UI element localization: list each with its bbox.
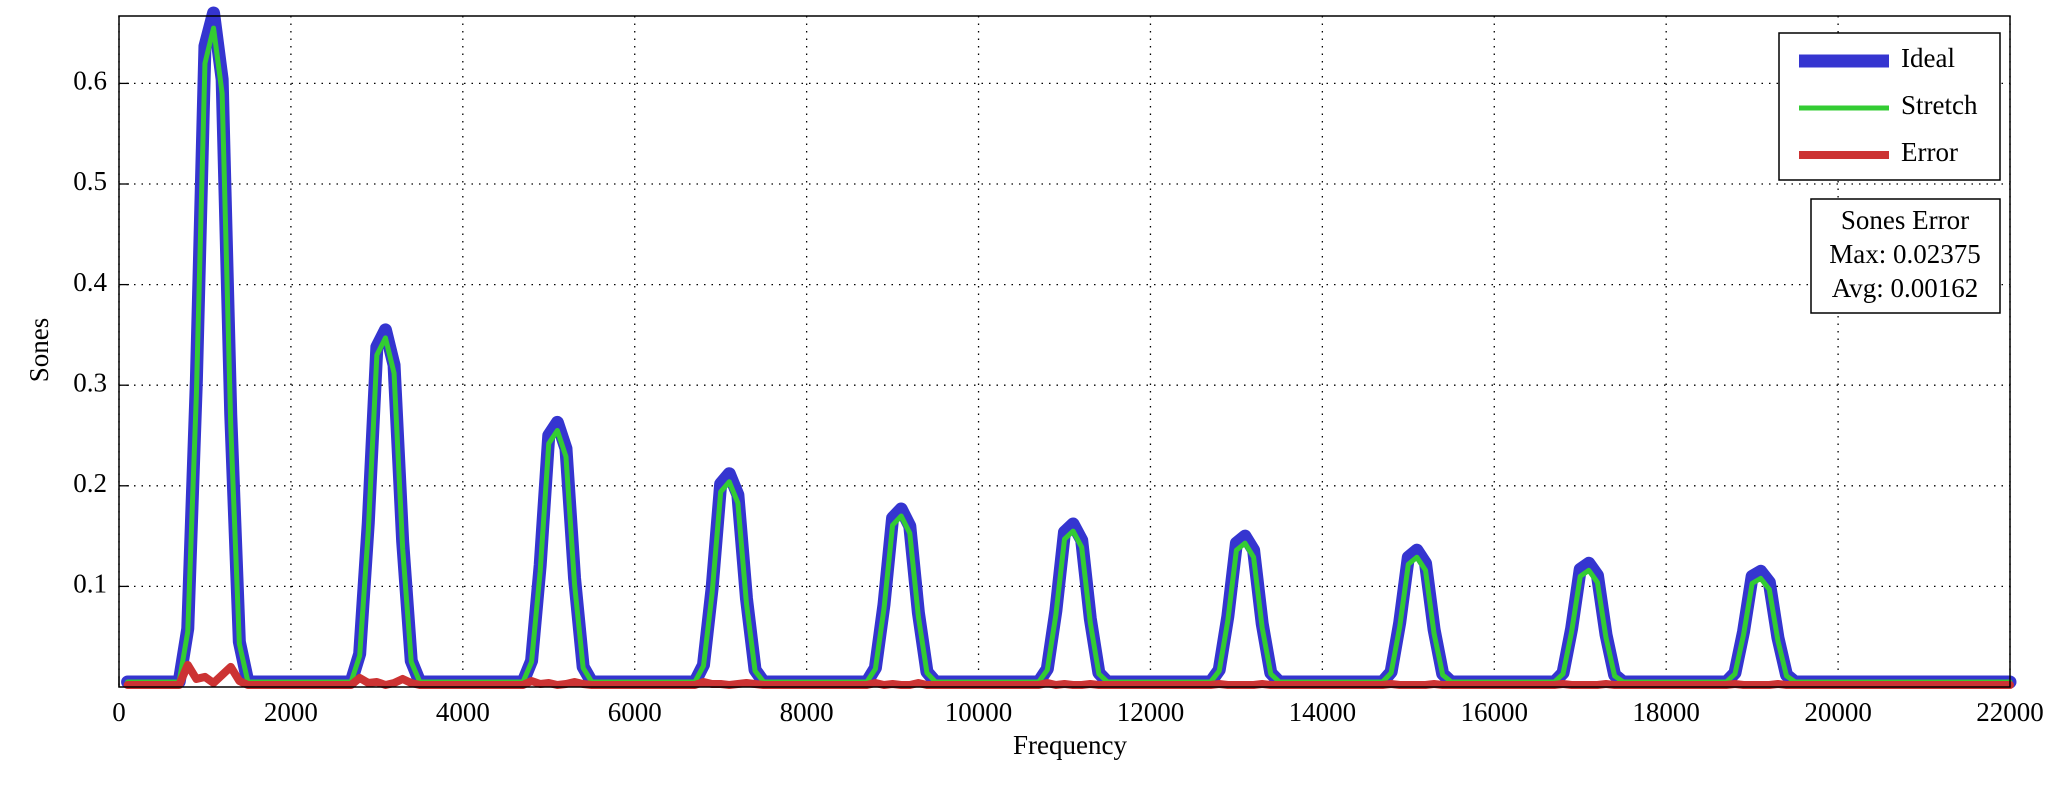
x-tick-label: 18000 [1632,697,1700,727]
x-tick-label: 20000 [1804,697,1872,727]
x-tick-label: 16000 [1461,697,1529,727]
x-tick-label: 6000 [608,697,662,727]
x-tick-label: 4000 [436,697,490,727]
y-tick-label: 0.3 [73,367,107,397]
y-tick-label: 0.6 [73,66,107,96]
y-axis-label: Sones [24,318,54,383]
plot-frame [118,15,2011,688]
x-tick-label: 2000 [264,697,318,727]
x-tick-label: 10000 [945,697,1013,727]
annotation: Sones Error [1841,205,1969,235]
y-tick-label: 0.4 [73,267,107,297]
x-tick-label: 12000 [1117,697,1185,727]
x-tick-label: 22000 [1976,697,2044,727]
series-line [123,660,2014,689]
x-tick-label: 14000 [1289,697,1357,727]
x-axis-label: Frequency [1013,730,1127,760]
legend-label: Ideal [1901,43,1955,73]
y-tick-label: 0.1 [73,569,107,599]
x-tick-label: 8000 [780,697,834,727]
x-tick-label: 0 [112,697,126,727]
legend-label: Error [1901,137,1958,167]
annotation-box [1810,198,2001,314]
legend-label: Stretch [1901,90,1978,120]
y-tick-label: 0.2 [73,468,107,498]
annotation: Avg: 0.00162 [1832,273,1979,303]
y-tick-label: 0.5 [73,166,107,196]
annotation: Max: 0.02375 [1829,239,1981,269]
